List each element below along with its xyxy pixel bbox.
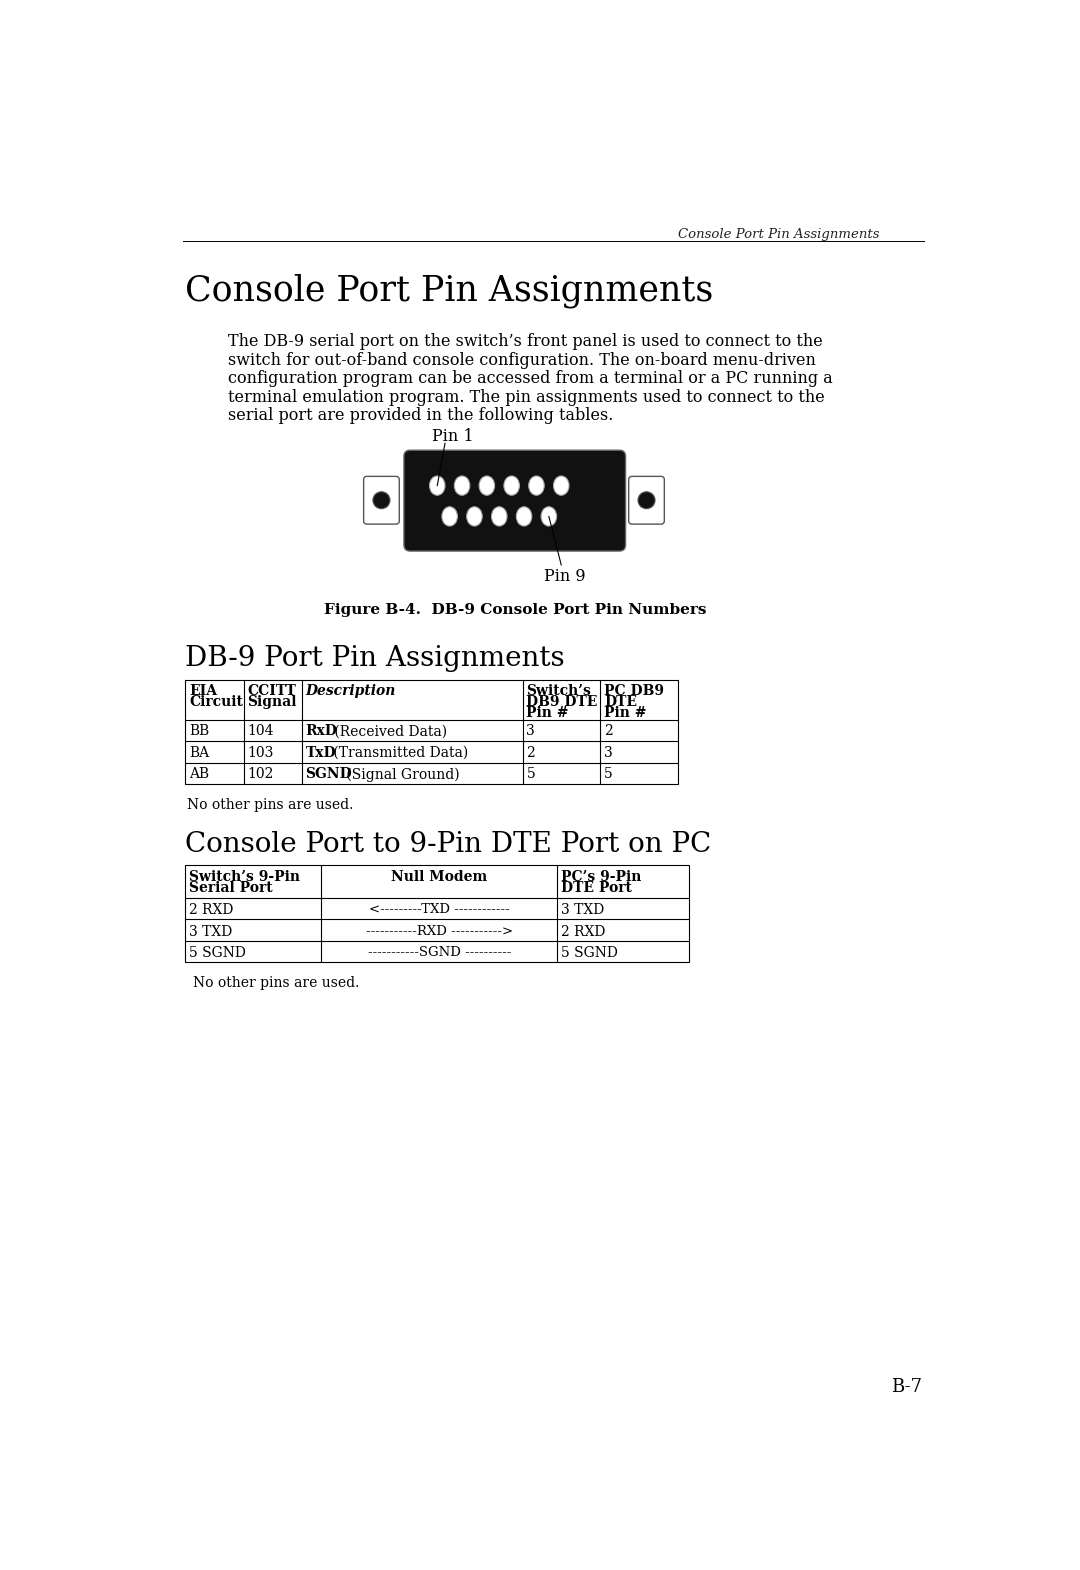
Text: 2 RXD: 2 RXD <box>562 925 606 939</box>
Ellipse shape <box>554 476 569 495</box>
Text: Circuit: Circuit <box>189 696 243 710</box>
FancyBboxPatch shape <box>364 476 400 524</box>
Text: configuration program can be accessed from a terminal or a PC running a: configuration program can be accessed fr… <box>228 371 833 388</box>
Text: Signal: Signal <box>247 696 297 710</box>
FancyBboxPatch shape <box>629 476 664 524</box>
Text: 3 TXD: 3 TXD <box>189 925 232 939</box>
Text: 102: 102 <box>247 768 273 782</box>
Text: Switch’s: Switch’s <box>526 685 591 699</box>
Ellipse shape <box>529 476 544 495</box>
Bar <box>186 865 689 962</box>
Text: 5: 5 <box>526 768 535 782</box>
Text: TxD: TxD <box>306 746 336 760</box>
Text: 3: 3 <box>526 724 535 738</box>
Text: 2 RXD: 2 RXD <box>189 903 233 917</box>
Text: Switch’s 9-Pin: Switch’s 9-Pin <box>189 870 300 884</box>
Circle shape <box>373 491 390 509</box>
Text: Pin #: Pin # <box>604 706 646 719</box>
Text: 104: 104 <box>247 724 274 738</box>
Text: RxD: RxD <box>306 724 337 738</box>
Text: DB9 DTE: DB9 DTE <box>526 696 597 710</box>
Text: No other pins are used.: No other pins are used. <box>187 798 353 812</box>
Text: (Received Data): (Received Data) <box>330 724 447 738</box>
Ellipse shape <box>442 507 458 526</box>
Text: DTE Port: DTE Port <box>562 881 632 895</box>
Text: Null Modem: Null Modem <box>391 870 487 884</box>
Ellipse shape <box>430 476 445 495</box>
Text: Serial Port: Serial Port <box>189 881 273 895</box>
Text: switch for out-of-band console configuration. The on-board menu-driven: switch for out-of-band console configura… <box>228 352 815 369</box>
Text: Pin 9: Pin 9 <box>544 568 586 586</box>
Text: 5: 5 <box>604 768 612 782</box>
Text: Pin #: Pin # <box>526 706 569 719</box>
Circle shape <box>638 491 656 509</box>
Text: <---------TXD ------------: <---------TXD ------------ <box>368 903 510 915</box>
Text: No other pins are used.: No other pins are used. <box>193 977 360 991</box>
Text: Pin 1: Pin 1 <box>432 427 473 444</box>
Text: 103: 103 <box>247 746 273 760</box>
Text: Description: Description <box>306 685 396 699</box>
Text: Console Port to 9-Pin DTE Port on PC: Console Port to 9-Pin DTE Port on PC <box>186 831 712 857</box>
Text: -----------RXD ----------->: -----------RXD -----------> <box>366 925 513 937</box>
Text: 2: 2 <box>604 724 612 738</box>
Text: (Transmitted Data): (Transmitted Data) <box>329 746 469 760</box>
Text: B-7: B-7 <box>891 1378 921 1396</box>
Text: Console Port Pin Assignments: Console Port Pin Assignments <box>186 273 714 308</box>
Text: The DB-9 serial port on the switch’s front panel is used to connect to the: The DB-9 serial port on the switch’s fro… <box>228 333 823 350</box>
Text: EIA: EIA <box>189 685 217 699</box>
Text: SGND: SGND <box>306 768 352 782</box>
Text: terminal emulation program. The pin assignments used to connect to the: terminal emulation program. The pin assi… <box>228 389 825 405</box>
Ellipse shape <box>541 507 556 526</box>
Text: -----------SGND ----------: -----------SGND ---------- <box>367 947 511 959</box>
Ellipse shape <box>491 507 507 526</box>
FancyBboxPatch shape <box>404 451 625 551</box>
Ellipse shape <box>504 476 519 495</box>
Ellipse shape <box>516 507 531 526</box>
Text: 5 SGND: 5 SGND <box>189 947 246 961</box>
Text: BB: BB <box>189 724 210 738</box>
Bar <box>186 680 677 785</box>
Text: DB-9 Port Pin Assignments: DB-9 Port Pin Assignments <box>186 645 565 672</box>
Text: Console Port Pin Assignments: Console Port Pin Assignments <box>677 229 879 242</box>
Text: serial port are provided in the following tables.: serial port are provided in the followin… <box>228 407 613 424</box>
Text: PC DB9: PC DB9 <box>604 685 664 699</box>
Text: 2: 2 <box>526 746 535 760</box>
Text: DTE: DTE <box>604 696 637 710</box>
Ellipse shape <box>480 476 495 495</box>
Text: (Signal Ground): (Signal Ground) <box>341 768 459 782</box>
Text: CCITT: CCITT <box>247 685 296 699</box>
Text: 5 SGND: 5 SGND <box>562 947 618 961</box>
Ellipse shape <box>467 507 482 526</box>
Ellipse shape <box>455 476 470 495</box>
Text: 3 TXD: 3 TXD <box>562 903 605 917</box>
Text: AB: AB <box>189 768 210 782</box>
Text: BA: BA <box>189 746 210 760</box>
Text: 3: 3 <box>604 746 612 760</box>
Text: PC’s 9-Pin: PC’s 9-Pin <box>562 870 642 884</box>
Text: Figure B-4.  DB-9 Console Port Pin Numbers: Figure B-4. DB-9 Console Port Pin Number… <box>324 603 706 617</box>
